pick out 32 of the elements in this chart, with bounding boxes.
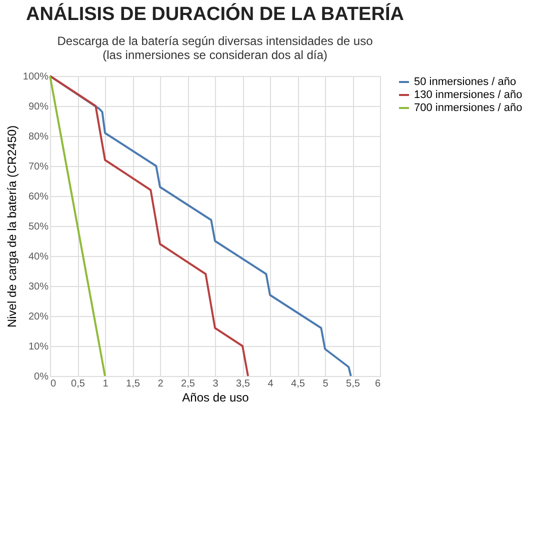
y-tick-label: 30% <box>28 282 49 292</box>
legend-label: 130 inmersiones / año <box>414 89 522 101</box>
x-tick-label: 2,5 <box>181 378 196 390</box>
y-tick-label: 100% <box>22 72 49 82</box>
chart-subtitle: Descarga de la batería según diversas intensidades de uso (las inmersiones se consideran dos al día) <box>57 34 374 62</box>
y-tick-label: 60% <box>28 192 49 202</box>
x-tick-label: 1,5 <box>126 378 140 390</box>
x-tick-label: 0,5 <box>71 378 86 390</box>
x-tick-label: 5,5 <box>346 378 360 390</box>
chart-title: ANÁLISIS DE DURACIÓN DE LA BATERÍA <box>26 3 404 25</box>
x-tick-label: 5 <box>322 378 329 390</box>
line-series <box>49 75 249 377</box>
y-tick-label: 70% <box>28 162 49 172</box>
y-tick-label: 40% <box>28 252 49 262</box>
y-axis-title: Nivel de carga de la batería (CR2450) <box>4 125 19 328</box>
x-tick-label: 1 <box>102 378 109 390</box>
y-tick-label: 80% <box>28 132 49 142</box>
x-tick-label: 2 <box>158 378 164 390</box>
legend-label: 50 inmersiones / año <box>414 76 516 88</box>
x-tick-label: 3,5 <box>236 378 250 390</box>
y-tick-label: 20% <box>28 312 49 322</box>
y-tick-label: 0% <box>34 372 49 382</box>
x-tick-label: 4 <box>268 378 274 390</box>
x-tick-label: 6 <box>374 378 381 390</box>
y-tick-label: 90% <box>28 102 49 112</box>
x-tick-label: 4,5 <box>291 378 306 390</box>
x-tick-label: 3 <box>212 378 219 390</box>
y-tick-label: 50% <box>28 222 49 232</box>
x-axis-title: Años de uso <box>182 390 250 404</box>
y-tick-label: 10% <box>28 342 49 352</box>
legend-label: 700 inmersiones / año <box>414 102 522 114</box>
x-tick-label: 0 <box>50 378 56 390</box>
